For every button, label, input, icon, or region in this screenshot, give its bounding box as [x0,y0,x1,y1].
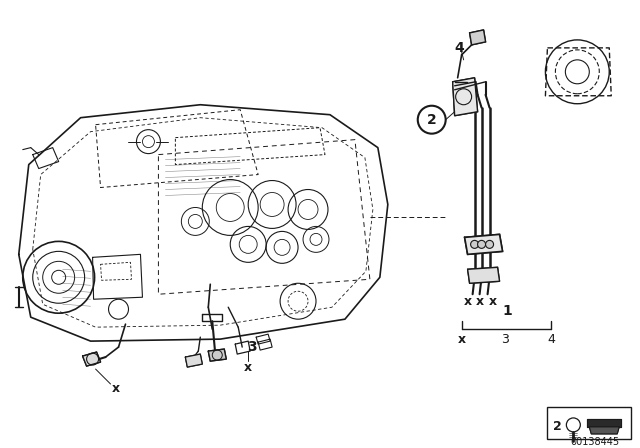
Polygon shape [465,234,502,254]
Text: 3: 3 [500,332,508,345]
Circle shape [470,241,479,248]
Text: 2: 2 [427,113,436,127]
Text: 00138445: 00138445 [571,437,620,447]
Polygon shape [186,354,202,367]
Text: 4: 4 [547,332,556,345]
Polygon shape [470,30,486,45]
Text: x: x [463,295,472,308]
Text: x: x [458,332,466,345]
Bar [547,407,631,439]
Circle shape [477,241,486,248]
Text: 1: 1 [502,304,513,318]
Text: 4: 4 [455,41,465,55]
Text: x: x [488,295,497,308]
Polygon shape [468,267,500,283]
Text: x: x [244,361,252,374]
Polygon shape [589,427,620,434]
Circle shape [486,241,493,248]
Text: x: x [476,295,484,308]
Polygon shape [452,78,477,116]
Text: 2: 2 [553,420,562,433]
Text: x: x [111,383,120,396]
Polygon shape [588,419,621,427]
Polygon shape [83,352,100,366]
Polygon shape [208,349,227,361]
Text: 3: 3 [248,340,257,354]
